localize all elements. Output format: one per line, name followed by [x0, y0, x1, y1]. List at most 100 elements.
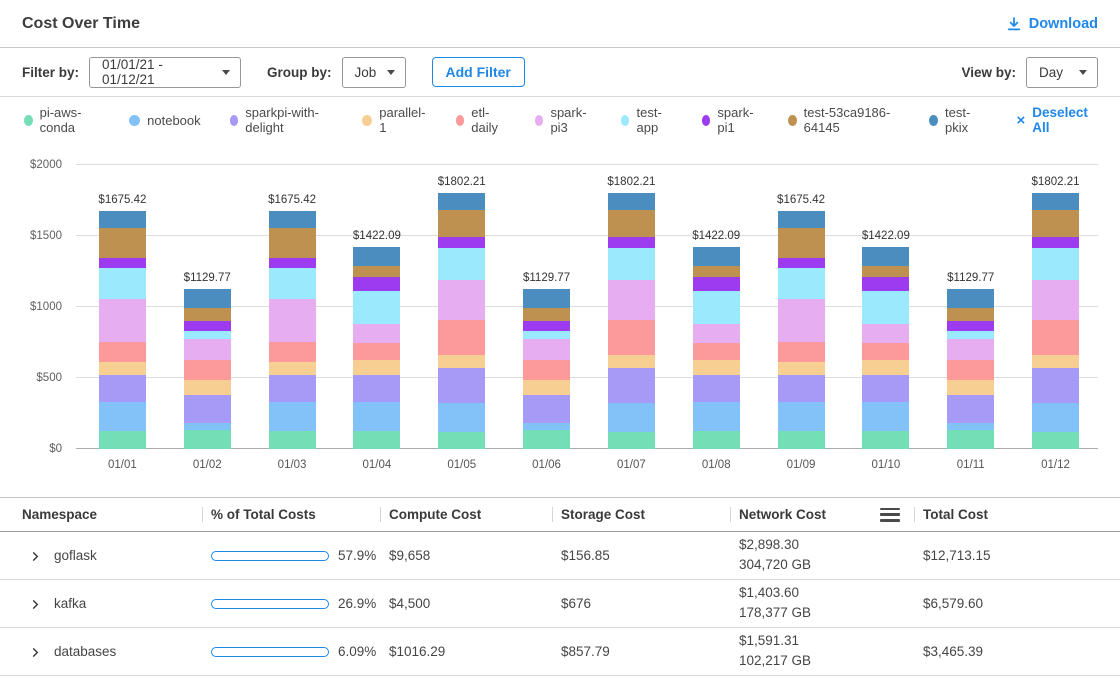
bar-segment-spark-pi3[interactable]: [862, 324, 909, 343]
bar-segment-pi-aws-conda[interactable]: [862, 431, 909, 449]
bar-segment-parallel-1[interactable]: [862, 360, 909, 375]
bar-segment-test-53ca9186-64145[interactable]: [778, 228, 825, 258]
bar-segment-spark-pi3[interactable]: [523, 339, 570, 360]
bar-segment-sparkpi-with-delight[interactable]: [608, 368, 655, 403]
bar-segment-spark-pi3[interactable]: [1032, 280, 1079, 319]
bar-segment-parallel-1[interactable]: [778, 362, 825, 375]
bar-segment-parallel-1[interactable]: [99, 362, 146, 375]
bar-segment-spark-pi1[interactable]: [1032, 237, 1079, 248]
bar-segment-spark-pi1[interactable]: [269, 258, 316, 268]
bar-segment-sparkpi-with-delight[interactable]: [353, 375, 400, 402]
namespace-cell[interactable]: kafka: [20, 596, 202, 611]
bar-segment-notebook[interactable]: [438, 403, 485, 432]
bar-segment-spark-pi1[interactable]: [184, 321, 231, 331]
bar-segment-test-53ca9186-64145[interactable]: [693, 266, 740, 276]
bar-segment-test-pkix[interactable]: [778, 211, 825, 228]
bar-segment-notebook[interactable]: [269, 402, 316, 431]
legend-item-test-app[interactable]: test-app: [621, 105, 673, 135]
bar-segment-parallel-1[interactable]: [184, 380, 231, 394]
bar-segment-etl-daily[interactable]: [778, 342, 825, 362]
bar-segment-test-pkix[interactable]: [1032, 193, 1079, 210]
bar-segment-notebook[interactable]: [1032, 403, 1079, 432]
bar-segment-notebook[interactable]: [693, 402, 740, 431]
stacked-bar[interactable]: [1032, 193, 1079, 449]
bar-segment-sparkpi-with-delight[interactable]: [438, 368, 485, 403]
bar-segment-test-53ca9186-64145[interactable]: [947, 308, 994, 321]
bar-segment-sparkpi-with-delight[interactable]: [269, 375, 316, 403]
bar-segment-test-app[interactable]: [353, 291, 400, 324]
bar-segment-spark-pi1[interactable]: [693, 277, 740, 291]
bar-segment-test-53ca9186-64145[interactable]: [99, 228, 146, 258]
bar-segment-test-pkix[interactable]: [523, 289, 570, 309]
bar-segment-test-53ca9186-64145[interactable]: [269, 228, 316, 258]
bar-segment-test-app[interactable]: [523, 331, 570, 339]
bar-segment-pi-aws-conda[interactable]: [269, 431, 316, 449]
stacked-bar[interactable]: [269, 211, 316, 449]
bar-segment-pi-aws-conda[interactable]: [947, 430, 994, 449]
bar-segment-test-53ca9186-64145[interactable]: [353, 266, 400, 276]
chevron-right-icon[interactable]: [30, 550, 41, 561]
legend-item-spark-pi1[interactable]: spark-pi1: [702, 105, 759, 135]
bar-segment-test-pkix[interactable]: [947, 289, 994, 309]
table-row-goflask[interactable]: goflask57.9%$9,658$156.85$2,898.30304,72…: [0, 532, 1120, 580]
bar-segment-parallel-1[interactable]: [438, 355, 485, 368]
bar-segment-spark-pi1[interactable]: [523, 321, 570, 331]
bar-segment-notebook[interactable]: [184, 423, 231, 430]
bar-segment-test-53ca9186-64145[interactable]: [438, 210, 485, 237]
bar-segment-spark-pi1[interactable]: [438, 237, 485, 248]
bar-segment-pi-aws-conda[interactable]: [523, 430, 570, 449]
stacked-bar[interactable]: [778, 211, 825, 449]
bar-segment-parallel-1[interactable]: [1032, 355, 1079, 368]
stacked-bar[interactable]: [947, 289, 994, 449]
bar-segment-notebook[interactable]: [523, 423, 570, 430]
add-filter-button[interactable]: Add Filter: [432, 57, 525, 87]
bar-segment-test-app[interactable]: [269, 268, 316, 299]
bar-segment-pi-aws-conda[interactable]: [1032, 432, 1079, 450]
deselect-all-button[interactable]: × Deselect All: [1017, 105, 1096, 135]
stacked-bar[interactable]: [353, 247, 400, 449]
bar-segment-test-pkix[interactable]: [608, 193, 655, 210]
bar-segment-sparkpi-with-delight[interactable]: [778, 375, 825, 403]
bar-segment-test-pkix[interactable]: [184, 289, 231, 309]
group-by-dropdown[interactable]: Job: [342, 57, 406, 88]
bar-segment-spark-pi3[interactable]: [438, 280, 485, 319]
bar-segment-etl-daily[interactable]: [862, 343, 909, 360]
bar-segment-spark-pi3[interactable]: [269, 299, 316, 342]
bar-segment-sparkpi-with-delight[interactable]: [184, 395, 231, 424]
bar-segment-notebook[interactable]: [862, 402, 909, 431]
date-range-dropdown[interactable]: 01/01/21 - 01/12/21: [89, 57, 241, 88]
bar-segment-parallel-1[interactable]: [269, 362, 316, 375]
stacked-bar[interactable]: [862, 247, 909, 449]
bar-segment-sparkpi-with-delight[interactable]: [523, 395, 570, 424]
legend-item-test-53ca9186-64145[interactable]: test-53ca9186-64145: [788, 105, 901, 135]
bar-segment-parallel-1[interactable]: [693, 360, 740, 375]
bar-segment-test-app[interactable]: [184, 331, 231, 339]
bar-segment-test-53ca9186-64145[interactable]: [1032, 210, 1079, 237]
bar-segment-spark-pi1[interactable]: [99, 258, 146, 268]
bar-segment-test-app[interactable]: [438, 248, 485, 281]
bar-segment-parallel-1[interactable]: [947, 380, 994, 394]
bar-segment-test-53ca9186-64145[interactable]: [862, 266, 909, 276]
bar-segment-test-pkix[interactable]: [269, 211, 316, 228]
namespace-cell[interactable]: databases: [20, 644, 202, 659]
bar-segment-notebook[interactable]: [353, 402, 400, 431]
bar-segment-spark-pi1[interactable]: [778, 258, 825, 268]
bar-segment-pi-aws-conda[interactable]: [608, 432, 655, 450]
bar-segment-notebook[interactable]: [608, 403, 655, 432]
legend-item-pi-aws-conda[interactable]: pi-aws-conda: [24, 105, 100, 135]
legend-item-parallel-1[interactable]: parallel-1: [362, 105, 426, 135]
bar-segment-pi-aws-conda[interactable]: [693, 431, 740, 449]
bar-segment-test-app[interactable]: [693, 291, 740, 324]
bar-segment-etl-daily[interactable]: [269, 342, 316, 362]
bar-segment-test-53ca9186-64145[interactable]: [608, 210, 655, 237]
bar-segment-spark-pi3[interactable]: [778, 299, 825, 342]
bar-segment-spark-pi3[interactable]: [947, 339, 994, 360]
bar-segment-test-pkix[interactable]: [438, 193, 485, 210]
bar-segment-test-app[interactable]: [947, 331, 994, 339]
bar-segment-parallel-1[interactable]: [523, 380, 570, 394]
stacked-bar[interactable]: [693, 247, 740, 449]
bar-segment-etl-daily[interactable]: [184, 360, 231, 381]
bar-segment-etl-daily[interactable]: [1032, 320, 1079, 356]
bar-segment-test-app[interactable]: [99, 268, 146, 299]
bar-segment-test-pkix[interactable]: [693, 247, 740, 266]
